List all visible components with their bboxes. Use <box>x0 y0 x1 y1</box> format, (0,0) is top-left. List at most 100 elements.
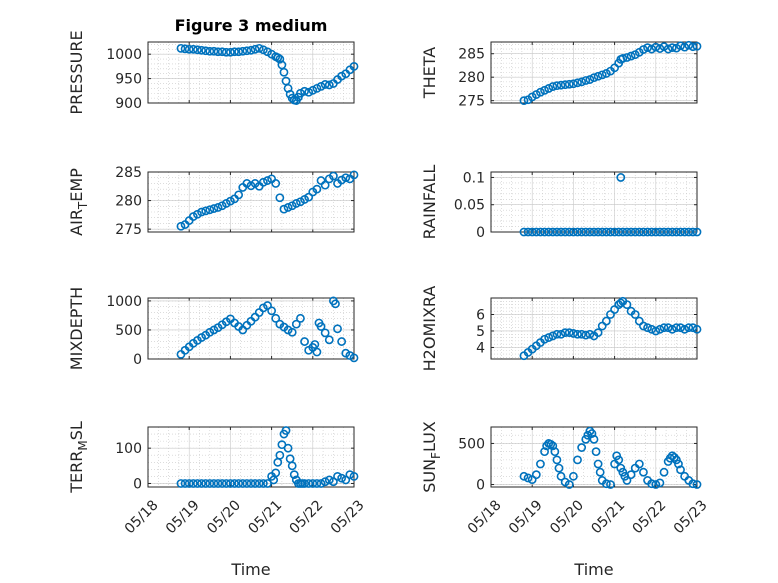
data-point <box>234 190 244 200</box>
data-point <box>209 46 219 56</box>
y-tick-label: 0 <box>133 352 142 368</box>
data-point <box>659 323 669 333</box>
y-tick-label: 500 <box>458 436 485 452</box>
plot-border <box>490 41 698 104</box>
data-point <box>287 461 297 471</box>
data-point <box>349 62 359 71</box>
data-point <box>680 42 690 52</box>
data-point <box>275 193 285 203</box>
data-point <box>341 173 351 183</box>
y-axis-label: TERRMSL <box>67 421 90 494</box>
data-point <box>201 46 211 56</box>
y-tick-label: 0 <box>476 478 485 494</box>
data-point <box>349 170 359 180</box>
data-point <box>622 227 632 237</box>
data-point <box>544 227 554 237</box>
data-point <box>337 473 347 483</box>
data-point <box>626 51 636 61</box>
data-point <box>606 480 615 489</box>
subplot-terr: 05/18 05/19 05/20 05/21 05/22 05/23 0 100 TERRMS… <box>67 421 368 537</box>
data-point <box>320 477 330 487</box>
y-tick-label: 275 <box>115 222 142 238</box>
data-point <box>667 43 677 53</box>
data-point <box>197 479 206 488</box>
data-point <box>225 47 235 57</box>
subplot-h2omixra: 456 H2OMIXRA <box>420 286 702 371</box>
data-point <box>320 328 330 338</box>
data-point <box>569 79 578 89</box>
data-point <box>569 329 578 338</box>
data-point <box>328 477 338 487</box>
data-point <box>304 479 314 488</box>
plot-border <box>147 297 355 360</box>
data-point <box>180 479 190 488</box>
data-point <box>536 459 545 469</box>
data-point <box>622 300 632 309</box>
data-point <box>531 470 541 480</box>
data-point <box>180 44 190 54</box>
data-point <box>589 73 599 83</box>
y-tick-label: 0 <box>476 225 485 241</box>
data-point <box>585 227 595 237</box>
data-point <box>234 479 244 488</box>
data-point <box>300 86 309 96</box>
data-point <box>591 447 601 457</box>
data-point <box>655 227 665 237</box>
data-point <box>626 227 636 237</box>
plot-border <box>147 41 355 104</box>
data-point <box>296 88 305 98</box>
x-tick-label: 05/22 <box>630 497 670 537</box>
x-tick-label: 05/23 <box>671 497 711 537</box>
data-point <box>680 227 690 237</box>
data-point <box>659 467 669 477</box>
y-tick-label: 285 <box>458 47 485 63</box>
data-point <box>213 47 223 57</box>
y-axis-label: THETA <box>420 47 439 99</box>
data-point <box>193 45 202 55</box>
data-point <box>312 184 322 194</box>
data-point <box>176 43 186 53</box>
subplot-mixdepth: 0 500 1000 MIXDEPTH <box>67 287 359 370</box>
data-point <box>684 323 694 333</box>
data-point <box>201 206 211 216</box>
data-point <box>622 476 632 485</box>
y-tick-label: 280 <box>115 194 142 210</box>
data-point <box>577 227 587 237</box>
data-point <box>184 479 194 488</box>
data-point <box>209 204 219 213</box>
x-tick-label: 05/20 <box>204 497 244 537</box>
data-point <box>585 426 595 436</box>
data-point <box>300 479 309 488</box>
data-point <box>692 227 702 237</box>
data-point <box>672 227 681 237</box>
data-point <box>271 468 281 478</box>
data-point <box>242 479 252 488</box>
data-point <box>209 479 219 488</box>
data-point <box>258 479 268 488</box>
data-point <box>616 173 626 182</box>
data-point <box>345 470 355 480</box>
data-point <box>308 479 318 488</box>
data-point <box>669 453 679 462</box>
data-point <box>312 479 322 488</box>
data-point <box>337 337 347 346</box>
data-point <box>258 45 268 55</box>
data-point <box>663 44 673 54</box>
data-point <box>614 455 624 465</box>
y-tick-label: 280 <box>458 70 485 86</box>
data-point <box>606 227 615 237</box>
data-point <box>573 329 582 339</box>
data-point <box>271 313 281 323</box>
data-point <box>577 77 587 87</box>
data-point <box>234 47 244 57</box>
data-point <box>643 227 652 237</box>
data-point <box>221 47 231 57</box>
x-tick-label: 05/21 <box>588 497 628 537</box>
data-point <box>552 227 562 237</box>
data-point <box>250 44 260 54</box>
x-tick-label: 05/22 <box>287 497 327 537</box>
x-tick-label: 05/18 <box>465 497 505 537</box>
data-point <box>283 443 293 453</box>
data-point <box>556 80 566 90</box>
